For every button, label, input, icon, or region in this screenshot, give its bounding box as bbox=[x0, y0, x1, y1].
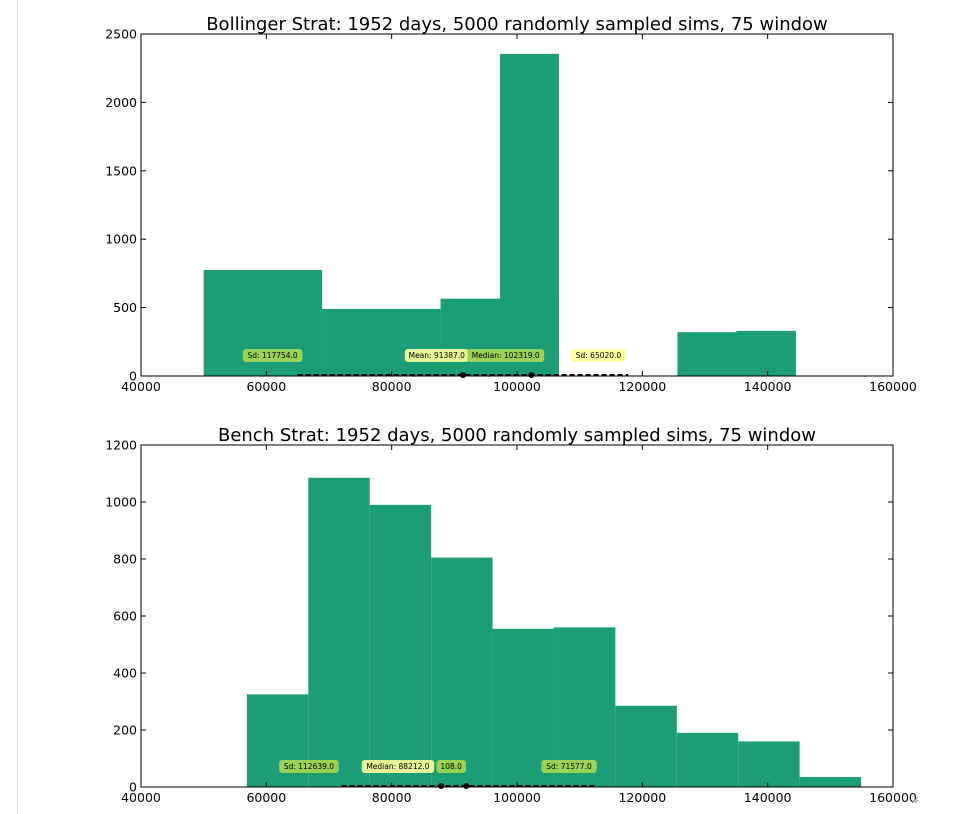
histogram-bar bbox=[736, 330, 796, 376]
y-tick-label: 1200 bbox=[105, 438, 137, 453]
x-tick-label: 100000 bbox=[493, 790, 541, 805]
histogram-bar bbox=[615, 705, 677, 787]
x-tick-label: 120000 bbox=[618, 790, 666, 805]
y-tick-label: 400 bbox=[113, 666, 137, 681]
chart-title: Bench Strat: 1952 days, 5000 randomly sa… bbox=[218, 425, 816, 446]
stat-annotation-label: Sd: 65020.0 bbox=[576, 351, 622, 360]
stat-annotation-label: Sd: 112639.0 bbox=[284, 762, 334, 771]
page-left-border bbox=[17, 0, 18, 814]
stat-annotation-box bbox=[242, 349, 303, 362]
stat-annotation-label: 108.0 bbox=[440, 762, 462, 771]
x-tick-label: 80000 bbox=[372, 379, 412, 394]
x-tick-label: 60000 bbox=[246, 379, 286, 394]
stat-annotation-box bbox=[467, 349, 545, 362]
y-tick-label: 1000 bbox=[105, 232, 137, 247]
bollinger-histogram: Bollinger Strat: 1952 days, 5000 randoml… bbox=[105, 14, 917, 394]
histogram-bar bbox=[431, 557, 493, 787]
stat-annotation-label: Median: 88212.0 bbox=[366, 762, 429, 771]
x-tick-label: 160000 bbox=[869, 379, 917, 394]
stat-annotation-label: Sd: 117754.0 bbox=[247, 351, 297, 360]
histogram-bar bbox=[308, 477, 370, 787]
stat-marker-point bbox=[438, 783, 445, 789]
histogram-bar bbox=[322, 308, 441, 376]
x-tick-label: 120000 bbox=[618, 379, 666, 394]
y-tick-label: 1500 bbox=[105, 163, 137, 178]
y-tick-label: 2500 bbox=[105, 27, 137, 42]
y-tick-label: 600 bbox=[113, 609, 137, 624]
stat-annotation-label: Sd: 71577.0 bbox=[546, 762, 592, 771]
y-tick-label: 1000 bbox=[105, 495, 137, 510]
x-tick-label: 160000 bbox=[869, 790, 917, 805]
resize-grip-icon[interactable] bbox=[911, 796, 919, 804]
histogram-bar bbox=[738, 741, 800, 787]
histogram-bar bbox=[676, 732, 739, 787]
y-tick-label: 0 bbox=[129, 780, 137, 795]
chart-title: Bollinger Strat: 1952 days, 5000 randoml… bbox=[206, 14, 828, 35]
stat-annotation-label: Median: 102319.0 bbox=[472, 351, 540, 360]
y-tick-label: 0 bbox=[129, 369, 137, 384]
y-tick-label: 800 bbox=[113, 552, 137, 567]
histogram-bar bbox=[799, 777, 862, 787]
y-tick-label: 200 bbox=[113, 723, 137, 738]
x-tick-label: 80000 bbox=[372, 790, 412, 805]
stat-annotation-box bbox=[541, 760, 597, 773]
histogram-bar bbox=[246, 694, 309, 787]
y-tick-label: 2000 bbox=[105, 95, 137, 110]
stat-marker-point bbox=[463, 783, 470, 789]
histogram-bar bbox=[369, 504, 432, 787]
stat-annotation-box bbox=[570, 349, 627, 362]
stat-annotation-box bbox=[361, 760, 435, 773]
x-tick-label: 60000 bbox=[246, 790, 286, 805]
stat-annotation-box bbox=[279, 760, 339, 773]
histogram-bar bbox=[500, 53, 559, 376]
x-tick-label: 40000 bbox=[121, 379, 161, 394]
stat-marker-point bbox=[460, 372, 467, 378]
x-tick-label: 40000 bbox=[121, 790, 161, 805]
stat-annotation-label: Mean: 91387.0 bbox=[409, 351, 466, 360]
stat-marker-point bbox=[528, 372, 535, 378]
y-tick-label: 500 bbox=[113, 300, 137, 315]
bench-histogram: Bench Strat: 1952 days, 5000 randomly sa… bbox=[105, 425, 917, 805]
x-tick-label: 140000 bbox=[744, 790, 792, 805]
stat-annotation-box bbox=[404, 349, 469, 362]
stat-annotation-box bbox=[436, 760, 466, 773]
x-tick-label: 100000 bbox=[493, 379, 541, 394]
x-tick-label: 140000 bbox=[744, 379, 792, 394]
